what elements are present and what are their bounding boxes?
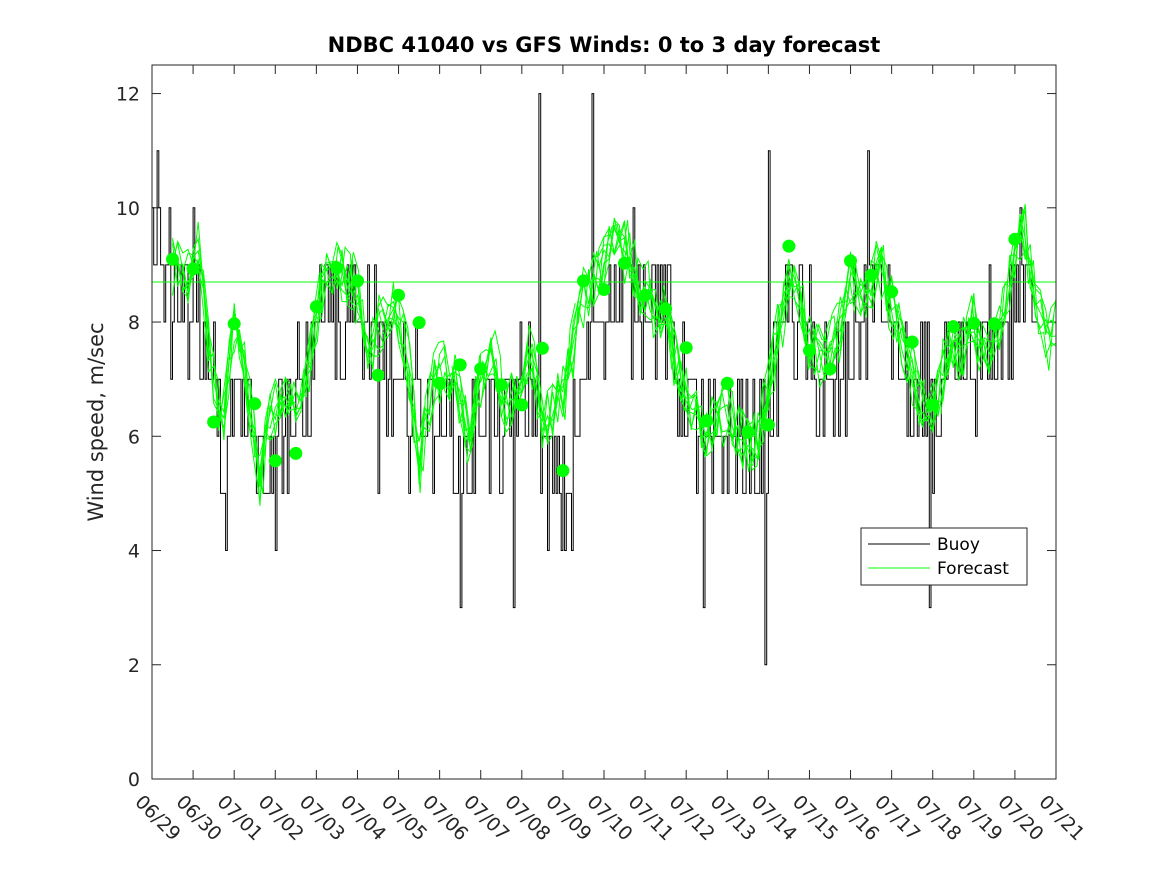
forecast-marker [823, 362, 837, 376]
forecast-marker [597, 283, 611, 296]
forecast-marker [515, 398, 529, 412]
forecast-member-line [381, 293, 506, 472]
forecast-member-line [172, 214, 1057, 458]
forecast-marker [248, 397, 262, 411]
forecast-marker [987, 317, 1001, 331]
forecast-member-line [172, 210, 1057, 471]
forecast-marker [967, 316, 981, 330]
forecast-marker [700, 414, 714, 428]
forecast-marker [412, 316, 426, 330]
forecast-marker [1008, 232, 1022, 246]
forecast-marker [885, 285, 899, 299]
forecast-marker [474, 362, 488, 376]
forecast-marker [577, 274, 590, 288]
chart-title: NDBC 41040 vs GFS Winds: 0 to 3 day fore… [328, 33, 881, 57]
forecast-member-line [591, 219, 716, 458]
forecast-member-line [172, 257, 297, 506]
forecast-marker [946, 320, 960, 334]
forecast-marker [864, 268, 878, 282]
forecast-marker [494, 378, 508, 392]
forecast-marker [905, 335, 919, 349]
forecast-series [152, 203, 1057, 506]
forecast-marker [268, 454, 282, 468]
forecast-marker [186, 262, 200, 276]
forecast-markers [166, 232, 1022, 478]
y-tick-labels: 0 2 4 6 8 10 12 [116, 84, 140, 791]
forecast-marker [679, 341, 693, 355]
forecast-marker [535, 341, 549, 355]
forecast-marker [926, 398, 940, 412]
legend: Buoy Forecast [860, 527, 1028, 586]
forecast-marker [330, 261, 344, 275]
forecast-marker [392, 288, 405, 302]
y-tick-label: 12 [116, 84, 140, 106]
y-tick-label: 0 [128, 769, 140, 791]
y-tick-label: 4 [128, 541, 140, 563]
forecast-marker [207, 415, 221, 429]
forecast-marker [309, 300, 323, 314]
forecast-marker [782, 239, 796, 253]
y-tick-label: 2 [128, 655, 140, 677]
forecast-member-line [172, 217, 1057, 476]
forecast-marker [761, 418, 775, 432]
forecast-marker [659, 302, 673, 316]
forecast-marker [556, 464, 570, 478]
tick-marks [151, 65, 1057, 780]
forecast-marker [741, 425, 755, 439]
forecast-marker [720, 376, 734, 390]
forecast-marker [351, 274, 364, 288]
buoy-line [152, 93, 1038, 666]
legend-buoy-label: Buoy [937, 535, 980, 555]
y-tick-label: 8 [128, 312, 140, 334]
forecast-marker [453, 358, 467, 372]
forecast-marker [371, 368, 385, 382]
y-tick-label: 6 [128, 426, 140, 448]
y-tick-label: 10 [116, 198, 140, 220]
forecast-marker [227, 317, 241, 331]
forecast-marker [618, 256, 631, 270]
forecast-member-line [241, 245, 367, 495]
y-axis-label: Wind speed, m/sec [84, 322, 108, 521]
forecast-marker [638, 288, 652, 302]
plot-frame [151, 64, 1057, 780]
forecast-marker [803, 344, 816, 358]
forecast-marker [433, 376, 447, 390]
forecast-marker [289, 446, 303, 460]
forecast-marker [844, 254, 857, 268]
legend-forecast-label: Forecast [937, 559, 1009, 579]
legend-box [860, 527, 1028, 586]
buoy-series [152, 93, 1038, 666]
forecast-marker [166, 252, 179, 266]
forecast-member-line [172, 203, 1057, 502]
